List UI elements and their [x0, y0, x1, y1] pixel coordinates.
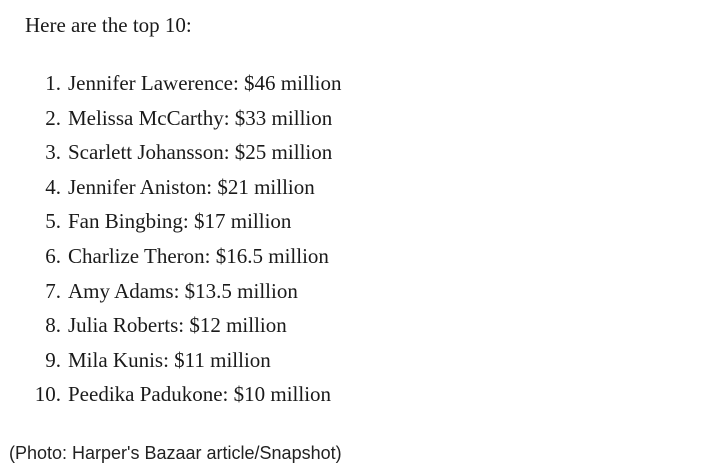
- list-item: 6. Charlize Theron: $16.5 million: [30, 241, 341, 276]
- photo-caption: (Photo: Harper's Bazaar article/Snapshot…: [9, 443, 342, 463]
- list-item-text: Charlize Theron: $16.5 million: [68, 243, 329, 268]
- list-item-number: 7.: [45, 278, 61, 303]
- list-item-text: Amy Adams: $13.5 million: [68, 278, 298, 303]
- list-item: 4. Jennifer Aniston: $21 million: [30, 172, 341, 207]
- list-item-text: Scarlett Johansson: $25 million: [68, 140, 333, 165]
- list-item-number: 5.: [45, 209, 61, 234]
- list-item-number: 8.: [45, 313, 61, 338]
- intro-text: Here are the top 10:: [25, 13, 192, 37]
- list-item: 5. Fan Bingbing: $17 million: [30, 206, 341, 241]
- list-item-text: Jennifer Lawerence: $46 million: [68, 71, 342, 95]
- list-item-number: 10.: [34, 382, 61, 407]
- list-item: 9. Mila Kunis: $11 million: [30, 345, 341, 380]
- list-item: 3. Scarlett Johansson: $25 million: [30, 137, 341, 172]
- list-item-number: 4.: [45, 174, 61, 199]
- list-item: 2. Melissa McCarthy: $33 million: [30, 103, 341, 138]
- article-snapshot: Here are the top 10: 1. Jennifer Lawerenc…: [25, 13, 342, 414]
- list-item-number: 3.: [45, 140, 61, 165]
- list-item: 8. Julia Roberts: $12 million: [30, 310, 341, 345]
- list-item-text: Peedika Padukone: $10 million: [68, 382, 332, 407]
- list-item-number: 2.: [45, 105, 61, 130]
- list-item: 10. Peedika Padukone: $10 million: [30, 379, 341, 414]
- list-item-number: 1.: [45, 71, 61, 95]
- list-item: 7. Amy Adams: $13.5 million: [30, 276, 341, 311]
- list-item-text: Fan Bingbing: $17 million: [68, 209, 292, 234]
- list-item-text: Mila Kunis: $11 million: [68, 347, 271, 372]
- list-item: 1. Jennifer Lawerence: $46 million: [30, 68, 341, 103]
- ranking-list: 1. Jennifer Lawerence: $46 million 2. Meli…: [30, 68, 342, 414]
- list-item-text: Julia Roberts: $12 million: [68, 313, 287, 338]
- list-item-number: 6.: [45, 243, 61, 268]
- list-item-number: 9.: [45, 347, 61, 372]
- list-item-text: Jennifer Aniston: $21 million: [68, 174, 315, 199]
- list-item-text: Melissa McCarthy: $33 million: [68, 105, 333, 130]
